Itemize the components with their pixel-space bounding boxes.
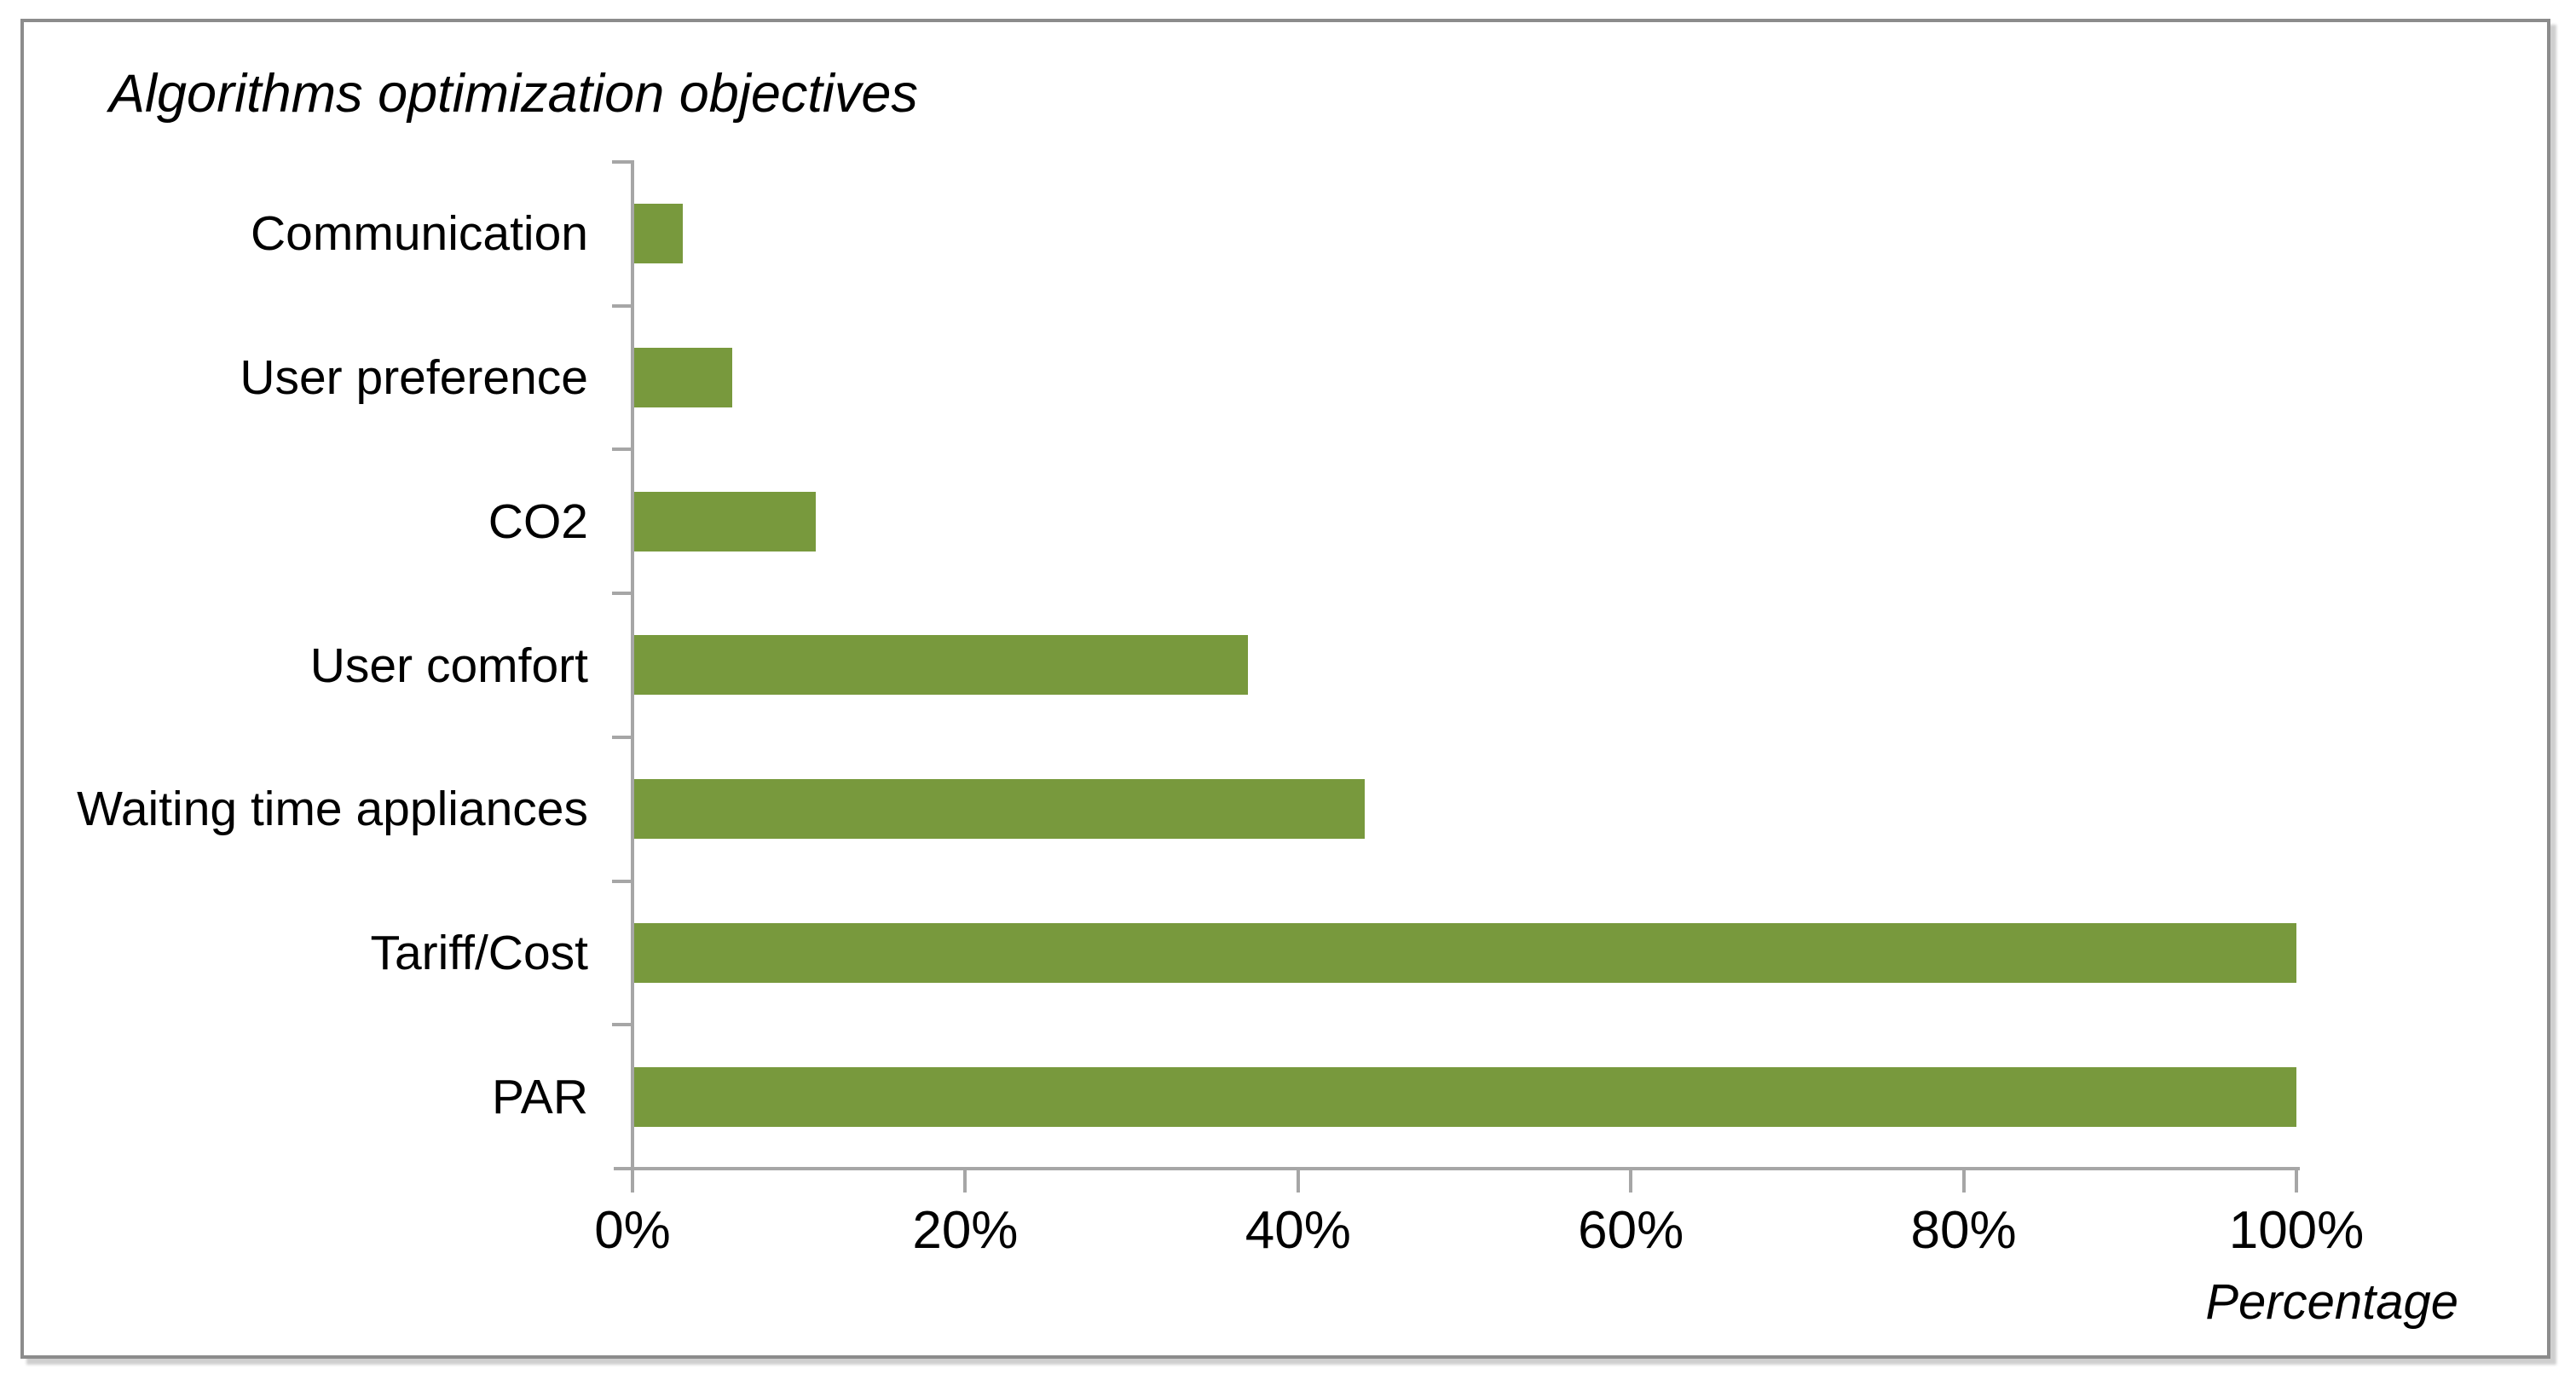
y-axis-tick — [612, 448, 634, 452]
plot-area — [632, 162, 2296, 1169]
category-label: PAR — [492, 1069, 588, 1124]
bar-user-comfort — [632, 635, 1249, 696]
x-axis-tick — [631, 1170, 634, 1193]
x-axis-tick-label: 60% — [1578, 1201, 1684, 1260]
x-axis-tick — [1961, 1170, 1966, 1193]
x-axis-line — [614, 1167, 2300, 1170]
x-axis-tick-label: 20% — [912, 1201, 1019, 1260]
x-axis-title: Percentage — [2205, 1274, 2458, 1330]
category-band — [632, 306, 2296, 450]
category-band — [632, 737, 2296, 881]
bar-waiting-time-appliances — [632, 779, 1365, 840]
bar-communication — [632, 204, 683, 264]
x-axis-tick-label: 40% — [1245, 1201, 1351, 1260]
bar-user-preference — [632, 348, 733, 408]
x-axis-tick — [1296, 1170, 1300, 1193]
x-axis-tick — [1629, 1170, 1633, 1193]
x-axis-tick-label: 100% — [2228, 1201, 2365, 1260]
x-axis-tick — [2295, 1170, 2298, 1193]
category-label: User preference — [240, 350, 588, 406]
category-axis-labels: Communication User preference CO2 User comf… — [34, 162, 588, 1169]
category-label: User comfort — [309, 638, 588, 693]
category-band — [632, 1025, 2296, 1169]
y-axis-tick — [612, 592, 634, 596]
x-axis-tick-label: 0% — [594, 1201, 671, 1260]
y-axis-tick — [612, 1023, 634, 1027]
bar-co2 — [632, 491, 816, 552]
category-band — [632, 162, 2296, 306]
x-axis-tick — [963, 1170, 967, 1193]
bar-par — [632, 1066, 2296, 1127]
category-label: Communication — [251, 206, 588, 262]
category-label: Waiting time appliances — [77, 782, 588, 837]
bar-tariff-cost — [632, 922, 2296, 983]
category-label: Tariff/Cost — [370, 925, 588, 980]
category-band — [632, 449, 2296, 593]
y-axis-line — [631, 162, 634, 1169]
chart-frame — [20, 19, 2550, 1359]
category-band — [632, 593, 2296, 737]
y-axis-tick — [612, 879, 634, 883]
chart-title: Algorithms optimization objectives — [109, 64, 918, 124]
category-band — [632, 881, 2296, 1025]
x-axis-tick-label: 80% — [1910, 1201, 2017, 1260]
y-axis-tick — [612, 735, 634, 739]
category-label: CO2 — [488, 494, 588, 549]
y-axis-tick — [612, 160, 634, 164]
y-axis-tick — [612, 303, 634, 308]
